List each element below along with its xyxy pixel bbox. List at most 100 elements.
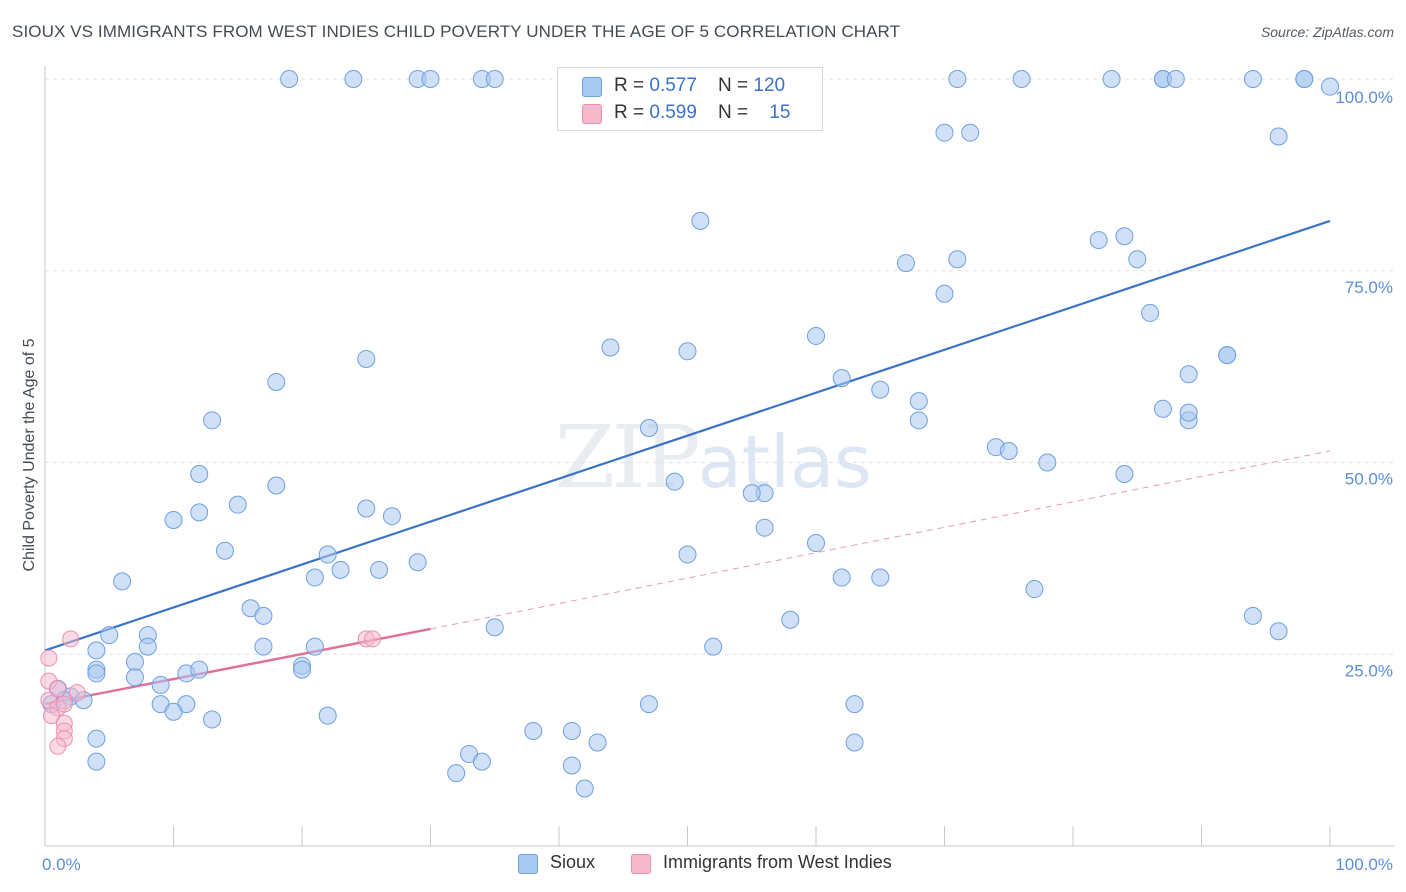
sioux-point (871, 380, 890, 399)
sioux-point (665, 472, 684, 491)
sioux-point (125, 668, 144, 687)
chart-title: SIOUX VS IMMIGRANTS FROM WEST INDIES CHI… (12, 22, 901, 41)
sioux-point (344, 70, 363, 88)
legend-r-label: R = (614, 75, 650, 96)
sioux-point (280, 70, 299, 88)
west-indies-point (62, 630, 80, 648)
sioux-point (125, 652, 144, 671)
legend-r-value: 0.599 (649, 102, 697, 123)
sioux-point (1166, 70, 1185, 88)
west-indies-point (49, 737, 67, 755)
legend-n-value: 15 (769, 102, 791, 123)
west-indies-point (364, 630, 382, 648)
bottom-legend-label-west-indies: Immigrants from West Indies (663, 852, 892, 872)
legend-n-label: N = (718, 75, 754, 96)
sioux-point (305, 568, 324, 587)
sioux-point (807, 326, 825, 345)
sioux-point (408, 553, 427, 572)
sioux-point (1269, 127, 1288, 146)
axes (44, 66, 1395, 847)
sioux-point (215, 541, 234, 560)
sioux-point (485, 70, 504, 88)
sioux-point (357, 499, 376, 518)
sioux-point (909, 392, 928, 411)
sioux-point (1269, 622, 1288, 641)
sioux-point (87, 752, 106, 771)
sioux-point (588, 733, 607, 752)
sioux-point (1141, 303, 1160, 322)
sioux-point (1102, 70, 1121, 88)
west-indies-trend-dashed (430, 450, 1331, 630)
y-tick-label: 75.0% (1345, 278, 1393, 297)
bottom-legend-swatch-sioux (518, 854, 538, 874)
sioux-point (267, 372, 286, 391)
sioux-point (254, 606, 273, 625)
sioux-point (190, 503, 209, 522)
sioux-point (935, 123, 954, 142)
sioux-point (87, 664, 106, 683)
west-indies-point (49, 680, 67, 698)
west-indies-points (40, 630, 382, 755)
sioux-point (254, 637, 273, 656)
west-indies-point (42, 707, 60, 725)
sioux-point (948, 250, 967, 269)
sioux-point (742, 484, 761, 503)
y-tick-label: 100.0% (1335, 88, 1393, 107)
tick-labels: 25.0% 50.0% 75.0% 100.0% 0.0% 100.0% (42, 88, 1393, 874)
sioux-point (1295, 70, 1314, 88)
sioux-point (228, 495, 247, 514)
sioux-point (1038, 453, 1057, 472)
sioux-point (755, 518, 774, 537)
bottom-legend-swatch-west-indies (631, 854, 651, 874)
sioux-point (164, 702, 183, 721)
legend-r-value: 0.577 (649, 75, 697, 96)
sioux-point (678, 342, 697, 361)
sioux-point (845, 695, 864, 714)
bottom-legend-label-sioux: Sioux (550, 852, 596, 872)
sioux-point (305, 637, 324, 656)
sioux-point (357, 349, 376, 368)
legend-n-label: N = (718, 102, 754, 123)
y-tick-label: 25.0% (1345, 661, 1393, 680)
sioux-point (1243, 70, 1262, 88)
sioux-point (832, 568, 851, 587)
sioux-point (1179, 403, 1198, 422)
sioux-trend-line (44, 219, 1331, 652)
sioux-point (1153, 399, 1172, 418)
sioux-point (1012, 70, 1031, 88)
sioux-point (113, 572, 132, 591)
sioux-point (704, 637, 723, 656)
sioux-point (1089, 231, 1108, 250)
sioux-point (1025, 580, 1044, 599)
sioux-point (472, 752, 491, 771)
sioux-point (318, 706, 337, 725)
sioux-point (447, 764, 466, 783)
watermark-zip: ZIP (555, 408, 701, 508)
sioux-point (87, 641, 106, 660)
legend-r-label: R = (614, 102, 650, 123)
legend-swatch-sioux (582, 77, 602, 97)
y-tick-label: 50.0% (1345, 470, 1393, 489)
sioux-point (781, 610, 800, 629)
watermark: ZIPatlas (555, 408, 872, 508)
sioux-point (100, 626, 119, 645)
sioux-point (293, 660, 311, 679)
sioux-point (318, 545, 337, 564)
west-indies-point (68, 684, 86, 702)
sioux-point (1115, 227, 1134, 246)
sioux-point (1128, 250, 1147, 269)
sioux-point (267, 476, 286, 495)
sioux-point (331, 560, 350, 579)
sioux-point (575, 779, 594, 798)
sioux-point (164, 511, 183, 530)
sioux-point (190, 660, 209, 679)
sioux-point (871, 568, 890, 587)
source-label: Source: ZipAtlas.com (1260, 24, 1394, 40)
sioux-point (382, 507, 401, 526)
sioux-point (691, 211, 710, 230)
sioux-point (678, 545, 697, 564)
west-indies-point (55, 695, 73, 713)
x-tick-label: 0.0% (42, 855, 81, 874)
sioux-point (896, 254, 915, 273)
